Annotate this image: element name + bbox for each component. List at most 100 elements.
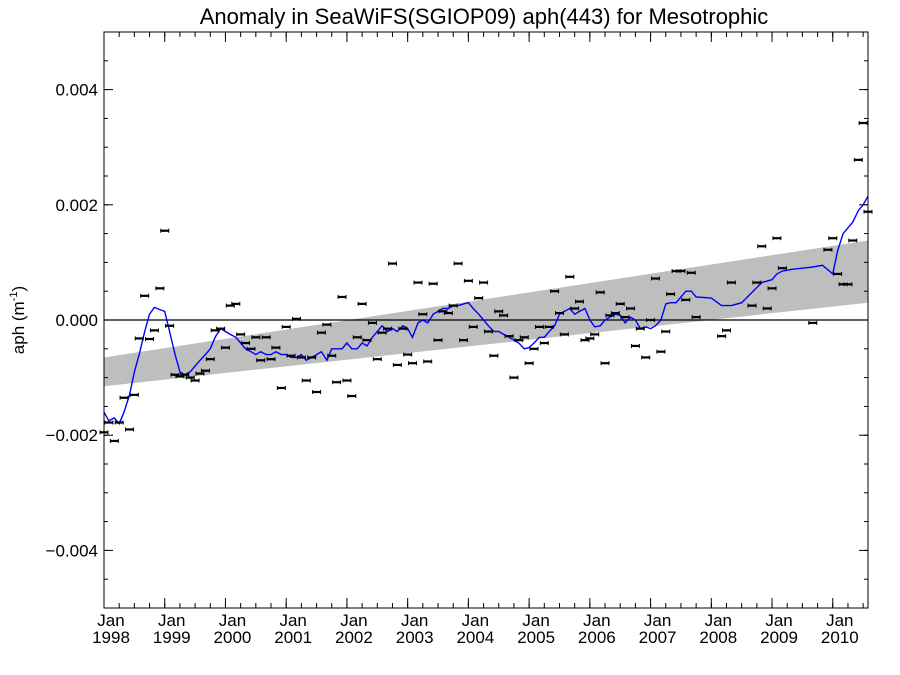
monthly-point [357,301,367,306]
monthly-point [463,278,473,283]
y-axis-label-close: ) [9,286,28,292]
x-tick-month-label: Jan [462,611,489,630]
monthly-point [134,336,144,341]
monthly-point [650,276,660,281]
monthly-point [777,266,787,271]
monthly-point [509,375,519,380]
monthly-point [332,380,342,385]
monthly-point [271,345,281,350]
x-tick-month-label: Jan [340,611,367,630]
monthly-point [853,157,863,162]
monthly-point [630,343,640,348]
y-axis-label-main: aph (m [9,301,28,354]
x-tick-year-label: 1999 [153,628,191,647]
monthly-point [347,394,357,399]
monthly-point [383,326,393,331]
monthly-point [595,290,605,295]
monthly-point [251,335,261,340]
monthly-point [519,335,529,340]
monthly-point [610,311,620,316]
monthly-point [641,355,651,360]
monthly-point [276,385,286,390]
y-tick-label: 0.002 [55,196,98,215]
monthly-point [489,353,499,358]
monthly-point [165,323,175,328]
monthly-point [752,280,762,285]
monthly-point [231,301,241,306]
monthly-point [823,247,833,252]
monthly-point [468,324,478,329]
monthly-point [109,438,119,443]
y-tick-label: −0.002 [46,426,98,445]
x-tick-year-label: 2006 [578,628,616,647]
monthly-point [327,353,337,358]
monthly-point [316,330,326,335]
x-tick-year-label: 2003 [396,628,434,647]
monthly-point [848,238,858,243]
monthly-point [726,280,736,285]
y-axis-label-unit-exponent: -1 [8,291,20,301]
monthly-point [772,236,782,241]
monthly-point [392,362,402,367]
monthly-point [307,355,317,360]
monthly-point [352,335,362,340]
monthly-point [125,427,135,432]
monthly-point [554,311,564,316]
monthly-point [858,121,868,126]
monthly-point [241,341,251,346]
x-tick-year-label: 2008 [699,628,737,647]
y-axis-label: aph (m-1) [8,286,28,354]
monthly-point [372,357,382,362]
x-tick-month-label: Jan [705,611,732,630]
trend-band-layer [104,240,868,387]
monthly-point [408,361,418,366]
monthly-point [362,338,372,343]
x-tick-year-label: 2009 [760,628,798,647]
x-tick-month-label: Jan [97,611,124,630]
monthly-point [453,261,463,266]
monthly-point [590,332,600,337]
monthly-point [403,352,413,357]
monthly-point [514,338,524,343]
monthly-point [337,294,347,299]
monthly-point [808,320,818,325]
monthly-point [261,335,271,340]
monthly-point [762,306,772,311]
x-tick-month-label: Jan [765,611,792,630]
x-tick-year-label: 2010 [821,628,859,647]
monthly-point [565,274,575,279]
monthly-point [433,338,443,343]
monthly-point [676,269,686,274]
monthly-point [413,280,423,285]
monthly-point [190,378,200,383]
x-tick-month-label: Jan [279,611,306,630]
x-tick-year-label: 2005 [517,628,555,647]
monthly-point [292,316,302,321]
monthly-point [550,289,560,294]
monthly-point [256,358,266,363]
x-tick-month-label: Jan [826,611,853,630]
monthly-point [236,332,246,337]
chart-title: Anomaly in SeaWiFS(SGIOP09) aph(443) for… [200,4,769,29]
monthly-point [691,315,701,320]
monthly-point [281,324,291,329]
monthly-point [656,349,666,354]
monthly-point [342,378,352,383]
x-tick-month-label: Jan [522,611,549,630]
y-tick-label: 0.000 [55,311,98,330]
monthly-point [205,357,215,362]
monthly-point [443,311,453,316]
x-tick-year-label: 2001 [274,628,312,647]
x-tick-year-label: 2000 [214,628,252,647]
monthly-point [459,338,469,343]
monthly-point [661,329,671,334]
x-tick-year-label: 1998 [92,628,130,647]
monthly-point [474,296,484,301]
monthly-point [828,236,838,241]
monthly-point [104,420,114,425]
x-tick-month-label: Jan [644,611,671,630]
monthly-point [686,270,696,275]
monthly-point [620,315,630,320]
monthly-point [757,244,767,249]
